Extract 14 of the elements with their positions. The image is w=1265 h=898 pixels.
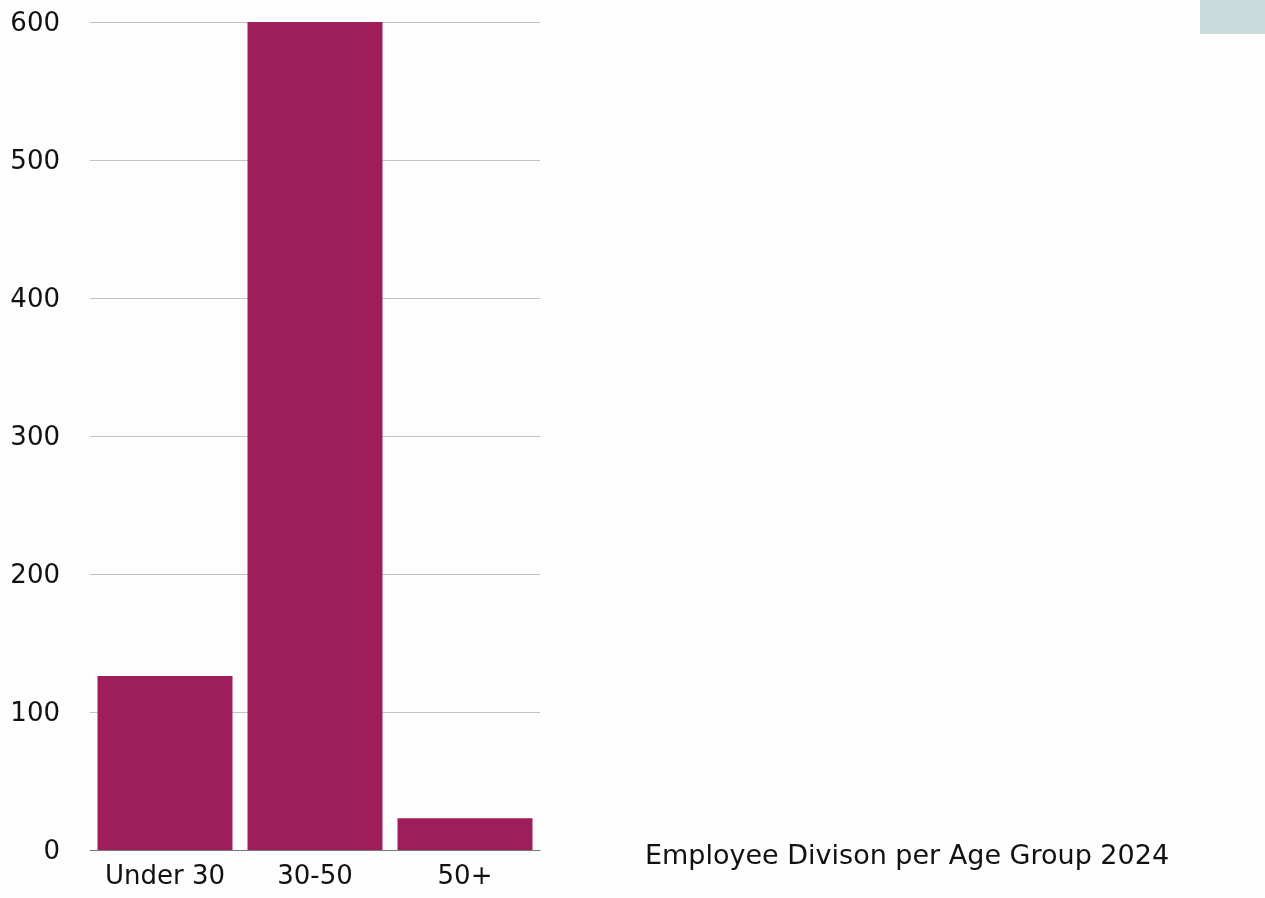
x-tick-label: Under 30 xyxy=(104,860,226,890)
bar xyxy=(97,676,233,850)
y-tick-label: 300 xyxy=(10,421,60,451)
y-tick-label: 400 xyxy=(10,283,60,313)
y-tick-label: 600 xyxy=(10,7,60,37)
y-tick-label: 500 xyxy=(10,145,60,175)
bar xyxy=(397,818,533,850)
y-tick-label: 0 xyxy=(43,835,60,865)
x-tick-label: 50+ xyxy=(437,860,493,890)
y-tick-label: 100 xyxy=(10,697,60,727)
bar xyxy=(247,22,383,850)
y-tick-label: 200 xyxy=(10,559,60,589)
x-tick-label: 30-50 xyxy=(277,860,353,890)
text: Employee Divison per Age Group 2024 xyxy=(645,839,1170,870)
